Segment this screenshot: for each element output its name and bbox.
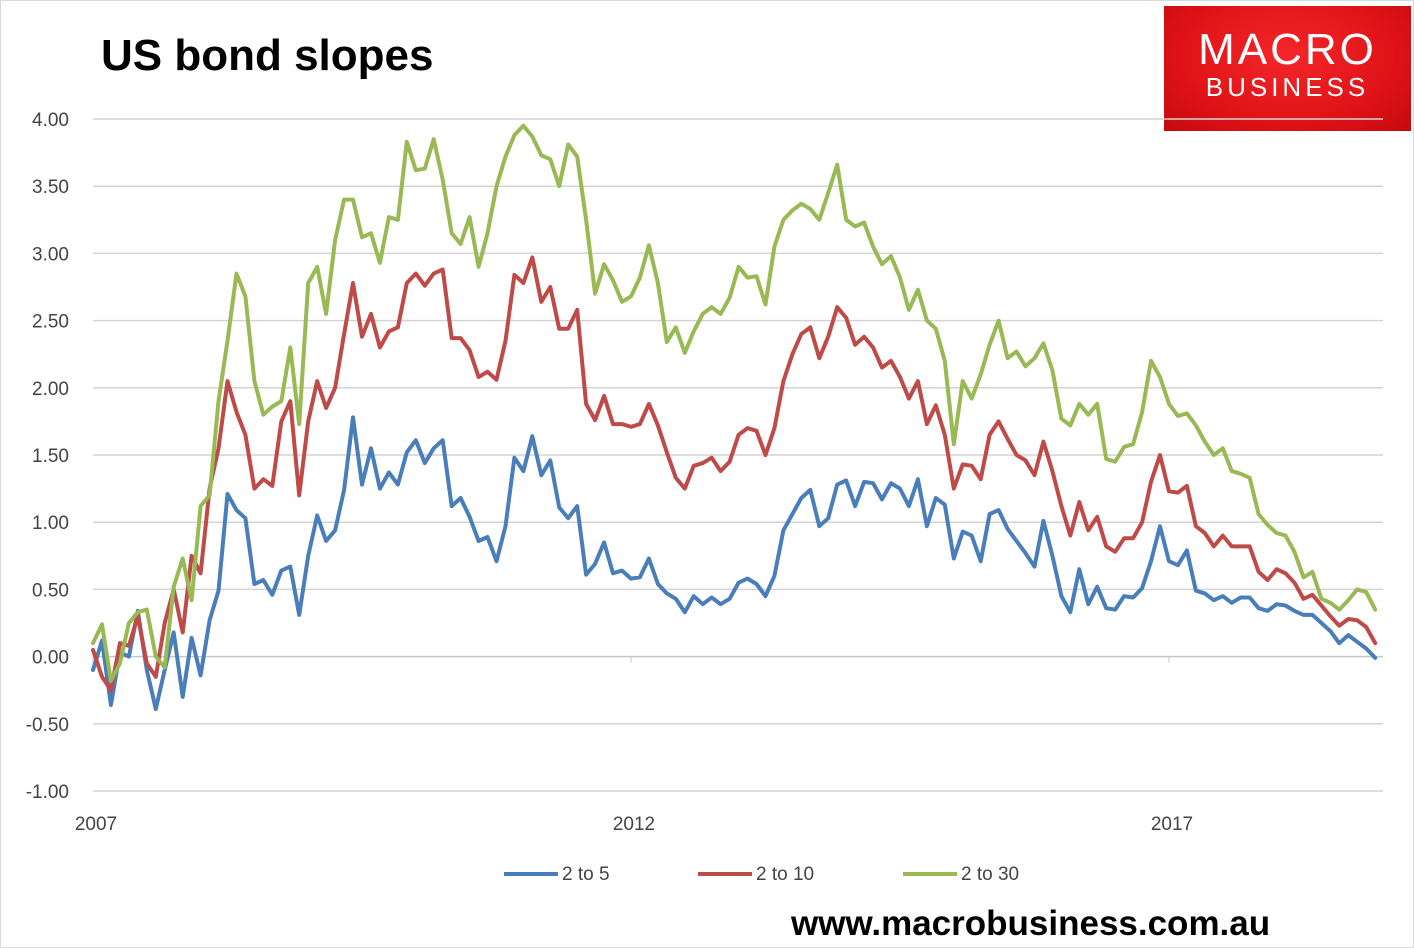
y-tick-label: 2.00 xyxy=(32,379,69,400)
y-tick-label: 1.50 xyxy=(32,446,69,467)
y-tick-label: 2.50 xyxy=(32,312,69,333)
y-tick-label: 3.50 xyxy=(32,177,69,198)
series-2-to-5 xyxy=(91,415,1378,711)
series-line xyxy=(91,123,1378,683)
x-tick-label: 2012 xyxy=(613,814,655,835)
website-url: www.macrobusiness.com.au xyxy=(791,904,1271,943)
x-tick-label: 2017 xyxy=(1151,814,1193,835)
y-tick-label: 0.00 xyxy=(32,648,69,669)
y-tick-label: 3.00 xyxy=(32,244,69,265)
legend-label: 2 to 5 xyxy=(562,864,610,885)
series-line xyxy=(91,255,1378,693)
series-2-to-30 xyxy=(91,123,1378,683)
y-tick-label: -0.50 xyxy=(26,715,69,736)
macrobusiness-logo: MACRO BUSINESS xyxy=(1164,6,1411,131)
legend-item: 2 to 30 xyxy=(903,864,1019,885)
series-line xyxy=(91,415,1378,711)
legend-item: 2 to 5 xyxy=(504,864,610,885)
series-2-to-10 xyxy=(91,255,1378,693)
x-tick-label: 2007 xyxy=(75,814,117,835)
y-tick-label: 0.50 xyxy=(32,580,69,601)
legend-item: 2 to 10 xyxy=(698,864,814,885)
y-tick-label: 4.00 xyxy=(32,110,69,131)
legend-label: 2 to 30 xyxy=(961,864,1019,885)
legend-label: 2 to 10 xyxy=(756,864,814,885)
y-tick-label: -1.00 xyxy=(26,782,69,803)
logo-line-1: MACRO xyxy=(1198,25,1377,74)
y-tick-label: 1.00 xyxy=(32,513,69,534)
chart-title: US bond slopes xyxy=(101,31,434,80)
logo-line-2: BUSINESS xyxy=(1205,72,1370,102)
